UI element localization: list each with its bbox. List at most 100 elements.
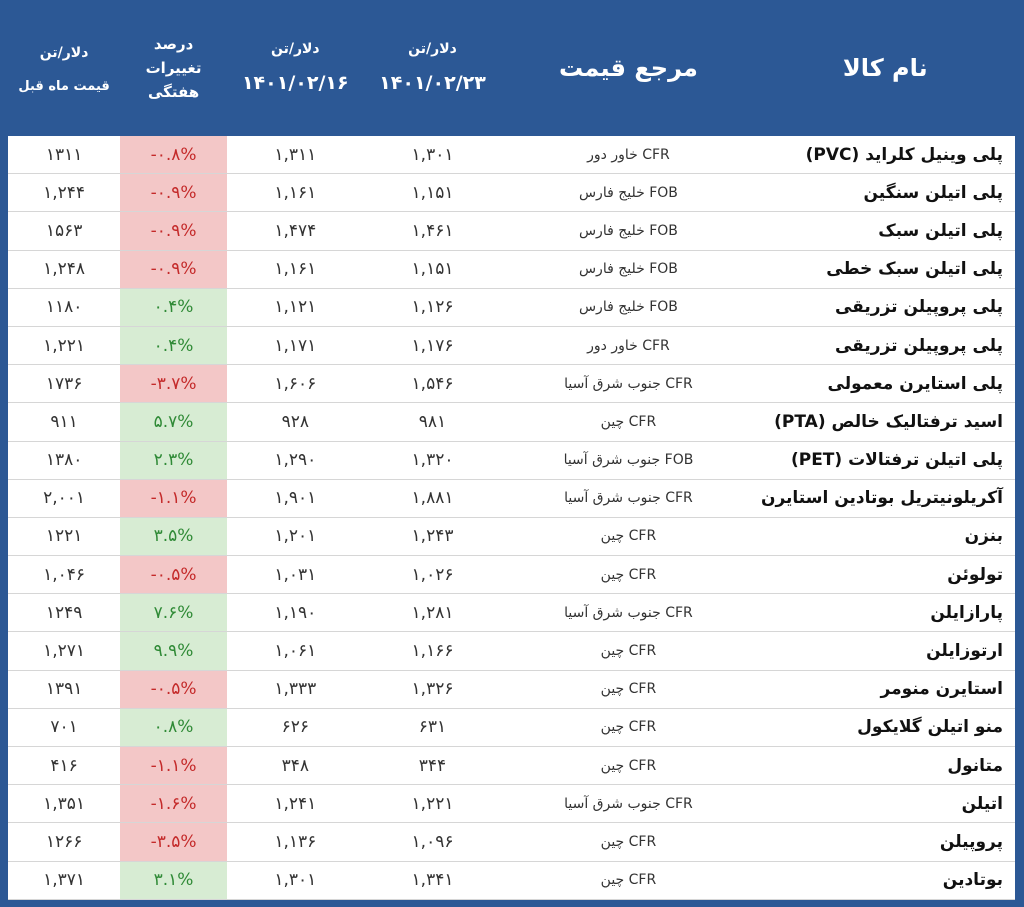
- previous-price-cell: ۱,۱۷۱: [226, 326, 364, 366]
- table-row: پلی اتیلن ترفتالات (PET) FOB جنوب شرق آسی…: [8, 441, 1015, 480]
- product-name-cell: منو اتیلن گلایکول: [755, 708, 1015, 748]
- current-price-cell: ۱,۱۷۶: [363, 326, 502, 366]
- weekly-change-cell: ۳.۵%: [120, 517, 227, 557]
- last-month-price-cell: ۱۲۶۶: [8, 822, 121, 862]
- product-name-cell: پلی پروپیلن تزریقی: [755, 326, 1015, 366]
- current-price-cell: ۱,۰۲۶: [363, 555, 502, 595]
- product-name-cell: پلی اتیلن سبک: [755, 211, 1015, 251]
- last-month-price-cell: ۱,۲۴۴: [8, 173, 121, 213]
- product-name-cell: اسید ترفتالیک خالص (PTA): [755, 402, 1015, 442]
- weekly-change-cell: ۰.۴%: [120, 326, 227, 366]
- price-reference-cell: CFR چین: [501, 746, 756, 786]
- weekly-change-cell: -۰.۹%: [120, 173, 227, 213]
- product-name-cell: پارازایلن: [755, 593, 1015, 633]
- current-price-cell: ۱,۲۸۱: [363, 593, 502, 633]
- price-reference-cell: CFR خاور دور: [501, 326, 756, 366]
- price-reference-cell: CFR خاور دور: [501, 136, 756, 175]
- table-row: پلی وینیل کلراید (PVC) CFR خاور دور ۱,۳۰۱ ۱…: [8, 136, 1015, 175]
- previous-price-cell: ۱,۰۳۱: [226, 555, 364, 595]
- previous-price-cell: ۱,۱۲۱: [226, 288, 364, 327]
- table-row: پلی اتیلن سبک خطی FOB خلیج فارس ۱,۱۵۱ ۱,۱۶۱…: [8, 250, 1015, 289]
- header-month-unit: دلار/تن: [39, 44, 89, 61]
- price-reference-cell: CFR جنوب شرق آسیا: [501, 593, 756, 633]
- header-change-line3: هفتگی: [147, 83, 200, 101]
- price-reference-cell: CFR جنوب شرق آسیا: [501, 364, 756, 404]
- last-month-price-cell: ۱,۳۵۱: [8, 784, 121, 824]
- product-name-cell: پلی وینیل کلراید (PVC): [755, 136, 1015, 175]
- previous-price-cell: ۱,۱۶۱: [226, 173, 364, 213]
- table-row: استایرن منومر CFR چین ۱,۳۲۶ ۱,۳۳۳ -۰.۵% ۱۳۹۱: [8, 670, 1015, 709]
- last-month-price-cell: ۴۱۶: [8, 746, 121, 786]
- table-row: پروپیلن CFR چین ۱,۰۹۶ ۱,۱۳۶ -۳.۵% ۱۲۶۶: [8, 822, 1015, 862]
- table-row: پارازایلن CFR جنوب شرق آسیا ۱,۲۸۱ ۱,۱۹۰ ۷.۶%…: [8, 593, 1015, 633]
- price-reference-cell: CFR چین: [501, 670, 756, 709]
- last-month-price-cell: ۱,۳۷۱: [8, 861, 121, 900]
- price-reference-cell: CFR جنوب شرق آسیا: [501, 479, 756, 518]
- header-previous-price: دلار/تن ۱۴۰۱/۰۲/۱۶: [227, 0, 364, 136]
- table-row: پلی اتیلن سبک FOB خلیج فارس ۱,۴۶۱ ۱,۴۷۴ -۰.۹…: [8, 211, 1015, 251]
- previous-price-cell: ۹۲۸: [226, 402, 364, 442]
- product-name-cell: پلی اتیلن سنگین: [755, 173, 1015, 213]
- current-price-cell: ۱,۸۸۱: [363, 479, 502, 518]
- last-month-price-cell: ۱,۲۷۱: [8, 631, 121, 671]
- previous-price-cell: ۱,۹۰۱: [226, 479, 364, 518]
- table-row: اتیلن CFR جنوب شرق آسیا ۱,۲۲۱ ۱,۲۴۱ -۱.۶% ۱,۳…: [8, 784, 1015, 824]
- last-month-price-cell: ۱,۰۴۶: [8, 555, 121, 595]
- table-row: پلی پروپیلن تزریقی FOB خلیج فارس ۱,۱۲۶ ۱,۱۲…: [8, 288, 1015, 327]
- price-reference-cell: CFR چین: [501, 402, 756, 442]
- last-month-price-cell: ۷۰۱: [8, 708, 121, 748]
- table-row: بنزن CFR چین ۱,۲۴۳ ۱,۲۰۱ ۳.۵% ۱۲۲۱: [8, 517, 1015, 557]
- last-month-price-cell: ۲,۰۰۱: [8, 479, 121, 518]
- header-current-unit: دلار/تن: [408, 41, 457, 57]
- current-price-cell: ۱,۳۰۱: [363, 136, 502, 175]
- table-row: منو اتیلن گلایکول CFR چین ۶۳۱ ۶۲۶ ۰.۸% ۷۰۱: [8, 708, 1015, 748]
- current-price-cell: ۱,۳۲۰: [363, 441, 502, 480]
- current-price-cell: ۱,۲۴۳: [363, 517, 502, 557]
- product-name-cell: آکریلونیتریل بوتادین استایرن (ABS): [755, 479, 1015, 518]
- previous-price-cell: ۱,۲۹۰: [226, 441, 364, 480]
- weekly-change-cell: -۱.۱%: [120, 746, 227, 786]
- product-name-cell: پلی اتیلن ترفتالات (PET): [755, 441, 1015, 480]
- current-price-cell: ۹۸۱: [363, 402, 502, 442]
- weekly-change-cell: ۲.۳%: [120, 441, 227, 480]
- product-name-cell: پروپیلن: [755, 822, 1015, 862]
- current-price-cell: ۱,۳۴۱: [363, 861, 502, 900]
- price-reference-cell: CFR چین: [501, 517, 756, 557]
- weekly-change-cell: -۰.۵%: [120, 555, 227, 595]
- header-change-line2: تغییرات: [145, 59, 202, 77]
- last-month-price-cell: ۱۵۶۳: [8, 211, 121, 251]
- previous-price-cell: ۱,۲۴۱: [226, 784, 364, 824]
- product-name-cell: متانول: [755, 746, 1015, 786]
- last-month-price-cell: ۹۱۱: [8, 402, 121, 442]
- product-name-cell: ارتوزایلن: [755, 631, 1015, 671]
- table-row: تولوئن CFR چین ۱,۰۲۶ ۱,۰۳۱ -۰.۵% ۱,۰۴۶: [8, 555, 1015, 595]
- price-reference-cell: FOB خلیج فارس: [501, 173, 756, 213]
- weekly-change-cell: -۱.۱%: [120, 479, 227, 518]
- weekly-change-cell: ۵.۷%: [120, 402, 227, 442]
- last-month-price-cell: ۱,۲۴۸: [8, 250, 121, 289]
- last-month-price-cell: ۱۳۹۱: [8, 670, 121, 709]
- weekly-change-cell: -۳.۵%: [120, 822, 227, 862]
- header-weekly-change: درصد تغییرات هفتگی: [120, 0, 227, 136]
- previous-price-cell: ۱,۰۶۱: [226, 631, 364, 671]
- weekly-change-cell: ۷.۶%: [120, 593, 227, 633]
- product-name-cell: استایرن منومر: [755, 670, 1015, 709]
- current-price-cell: ۶۳۱: [363, 708, 502, 748]
- table-row: پلی پروپیلن تزریقی CFR خاور دور ۱,۱۷۶ ۱,۱۷۱…: [8, 326, 1015, 366]
- current-price-cell: ۱,۱۵۱: [363, 250, 502, 289]
- product-name-cell: اتیلن: [755, 784, 1015, 824]
- weekly-change-cell: -۱.۶%: [120, 784, 227, 824]
- table-row: پلی اتیلن سنگین FOB خلیج فارس ۱,۱۵۱ ۱,۱۶۱ -۰…: [8, 173, 1015, 213]
- table-row: اسید ترفتالیک خالص (PTA) CFR چین ۹۸۱ ۹۲۸ ۵.۷…: [8, 402, 1015, 442]
- product-name-cell: تولوئن: [755, 555, 1015, 595]
- price-reference-cell: CFR چین: [501, 555, 756, 595]
- current-price-cell: ۳۴۴: [363, 746, 502, 786]
- header-current-date: ۱۴۰۱/۰۲/۲۳: [379, 72, 486, 94]
- price-reference-cell: FOB خلیج فارس: [501, 211, 756, 251]
- product-name-cell: پلی استایرن معمولی: [755, 364, 1015, 404]
- current-price-cell: ۱,۲۲۱: [363, 784, 502, 824]
- price-reference-cell: CFR چین: [501, 861, 756, 900]
- price-reference-cell: CFR چین: [501, 631, 756, 671]
- last-month-price-cell: ۱۲۴۹: [8, 593, 121, 633]
